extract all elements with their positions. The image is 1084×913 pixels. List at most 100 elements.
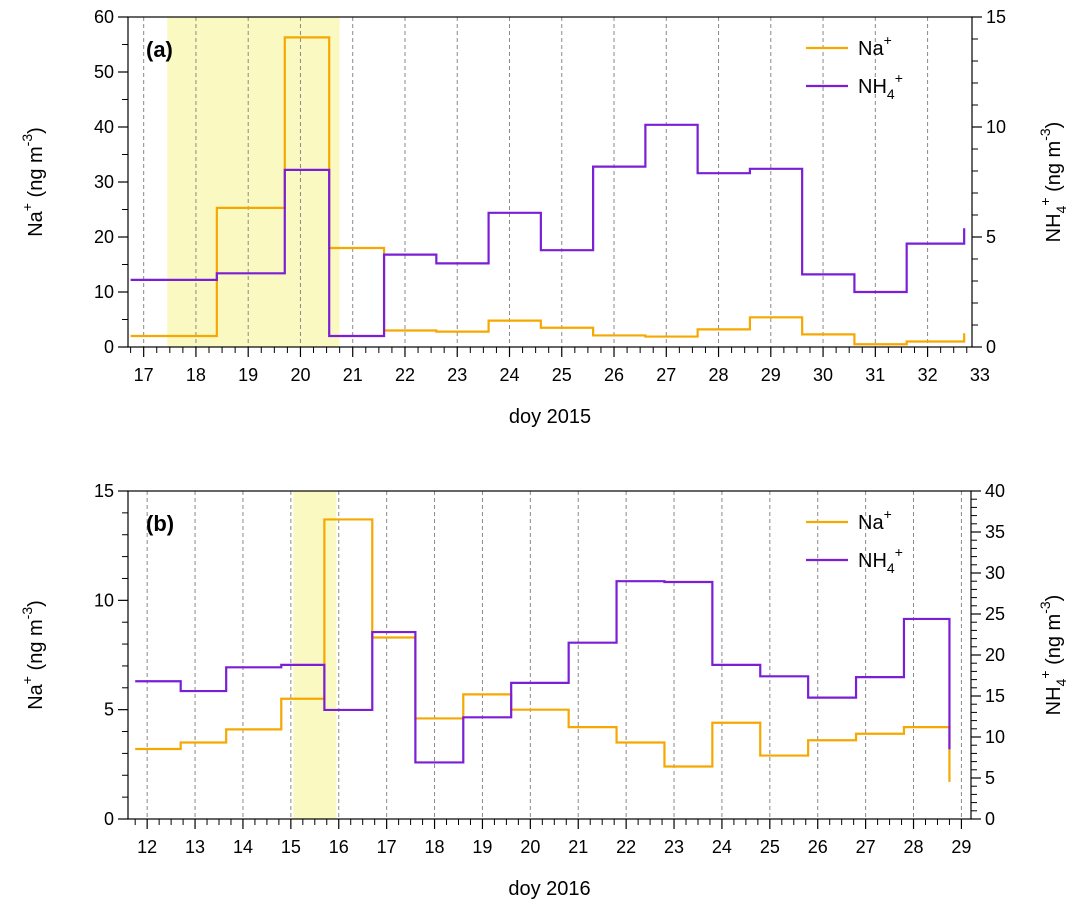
y-left-tick-label: 30 (94, 172, 114, 192)
panel-label: (a) (146, 37, 173, 62)
series-line-na (135, 518, 951, 782)
legend-label-nh4: NH4+ (858, 70, 903, 102)
legend-name: NH (858, 76, 887, 98)
panel-a: 17 18 19 20 21 22 23 24 25 26 27 28 29 30 31 32 33 0 10 20 3… (19, 7, 1069, 428)
y-right-tick-label: 5 (986, 227, 996, 247)
series-line-nh4 (130, 123, 966, 338)
legend-sup: + (895, 544, 903, 560)
y-left-tick-label: 0 (104, 337, 114, 357)
x-tick-label: 31 (865, 365, 885, 385)
x-tick-label: 21 (343, 365, 363, 385)
legend-label-nh4: NH4+ (858, 544, 903, 576)
y-right-tick-label: 30 (985, 563, 1005, 583)
x-tick-label: 27 (856, 837, 876, 857)
x-tick-label: 18 (186, 365, 206, 385)
y-left-tick-label: 20 (94, 227, 114, 247)
panel-b: 12 13 14 15 16 17 18 19 20 21 22 23 24 25 26 27 28 29 0 5 10… (19, 481, 1069, 900)
plot-frame (127, 490, 972, 820)
y-left-axis-label-sup: + (19, 676, 35, 684)
y-left-axis-label-base: Na (25, 210, 47, 236)
x-tick-label: 22 (395, 365, 415, 385)
y-right-tick-label: 0 (985, 809, 995, 829)
y-left-tick-label: 15 (94, 481, 114, 501)
y-right-tick-label: 10 (986, 117, 1006, 137)
y-left-tick-label: 60 (94, 7, 114, 27)
x-tick-label: 12 (137, 837, 157, 857)
y-right-axis-label-sub: 4 (1053, 678, 1069, 686)
y-left-axis-label-unit-sup: -3 (19, 134, 35, 147)
y-right-tick-label: 5 (985, 768, 995, 788)
y-left-axis-label: Na+ (ng m-3) (19, 600, 47, 710)
y-right-tick-label: 35 (985, 522, 1005, 542)
y-right-axis-label-sup: + (1037, 197, 1053, 205)
x-tick-label: 17 (134, 365, 154, 385)
x-tick-label: 20 (520, 837, 540, 857)
series-line-nh4 (135, 580, 951, 764)
x-tick-label: 14 (233, 837, 253, 857)
y-right-axis-label-base: NH (1043, 686, 1065, 715)
legend-sup: + (884, 506, 892, 522)
legend-label-na: Na+ (858, 32, 892, 60)
y-right-axis-label-sup: + (1037, 670, 1053, 678)
x-tick-label: 23 (664, 837, 684, 857)
series-line-na (130, 36, 966, 346)
x-tick-label: 13 (185, 837, 205, 857)
y-left-tick-label: 0 (104, 809, 114, 829)
highlight-band (293, 491, 337, 819)
x-tick-label: 27 (656, 365, 676, 385)
y-right-tick-label: 25 (985, 604, 1005, 624)
x-tick-label: 24 (712, 837, 732, 857)
legend: Na+NH4+ (806, 506, 903, 576)
y-right-axis-label-unit-end: ) (1043, 595, 1065, 602)
highlight-band (167, 17, 340, 347)
x-tick-label: 15 (281, 837, 301, 857)
y-right-tick-label: 40 (985, 481, 1005, 501)
x-tick-label: 25 (552, 365, 572, 385)
x-tick-label: 29 (761, 365, 781, 385)
y-left-axis-label: Na+ (ng m-3) (19, 127, 47, 237)
y-right-axis-label: NH4+ (ng m-3) (1037, 595, 1069, 716)
y-right-tick-label: 20 (985, 645, 1005, 665)
x-tick-label: 29 (951, 837, 971, 857)
x-tick-label: 28 (709, 365, 729, 385)
x-tick-label: 28 (904, 837, 924, 857)
x-tick-label: 23 (447, 365, 467, 385)
legend-sub: 4 (887, 560, 895, 576)
x-tick-label: 20 (290, 365, 310, 385)
y-left-tick-label: 10 (94, 590, 114, 610)
y-right-axis-label-unit-sup: -3 (1037, 601, 1053, 614)
legend-name: Na (858, 38, 884, 60)
x-tick-label: 21 (568, 837, 588, 857)
y-right-axis-label: NH4+ (ng m-3) (1037, 122, 1069, 243)
x-tick-label: 19 (238, 365, 258, 385)
x-axis-label: doy 2016 (508, 878, 590, 900)
x-tick-label: 25 (760, 837, 780, 857)
legend-sup: + (884, 32, 892, 48)
x-tick-label: 16 (329, 837, 349, 857)
y-right-tick-label: 15 (986, 7, 1006, 27)
y-left-tick-label: 50 (94, 62, 114, 82)
legend: Na+NH4+ (806, 32, 903, 102)
y-left-tick-label: 10 (94, 282, 114, 302)
legend-name: Na (858, 512, 884, 534)
y-right-axis-label-base: NH (1043, 213, 1065, 242)
y-right-tick-label: 10 (985, 727, 1005, 747)
x-tick-label: 26 (604, 365, 624, 385)
y-left-axis-label-unit: (ng m (25, 619, 47, 676)
x-tick-label: 32 (918, 365, 938, 385)
legend-name: NH (858, 550, 887, 572)
y-right-axis-label-unit-sup: -3 (1037, 128, 1053, 141)
y-right-axis-label-unit-end: ) (1043, 122, 1065, 129)
x-tick-label: 17 (377, 837, 397, 857)
y-right-tick-label: 15 (985, 686, 1005, 706)
y-left-axis-label-unit-end: ) (25, 127, 47, 134)
y-right-tick-label: 0 (986, 337, 996, 357)
legend-sub: 4 (887, 86, 895, 102)
y-left-axis-label-sup: + (19, 203, 35, 211)
x-axis-label: doy 2015 (509, 406, 591, 428)
y-left-axis-label-unit-sup: -3 (19, 607, 35, 620)
x-tick-label: 33 (970, 365, 990, 385)
y-left-axis-label-base: Na (25, 683, 47, 709)
y-right-axis-label-unit: (ng m (1043, 141, 1065, 198)
